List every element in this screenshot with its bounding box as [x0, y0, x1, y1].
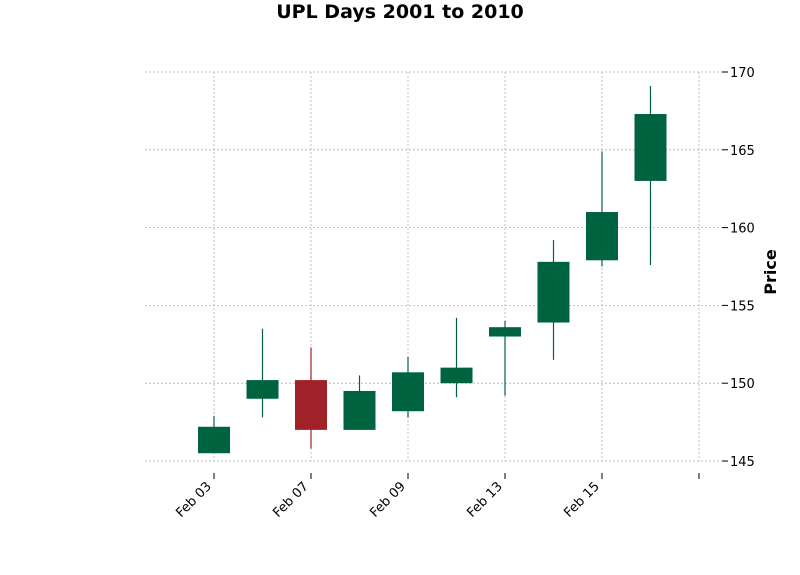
x-tick-label: Feb 15	[561, 479, 603, 521]
y-tick-label: 160	[730, 222, 755, 237]
candles	[198, 86, 667, 454]
candle-body-up	[586, 212, 618, 261]
candle-body-up	[489, 327, 521, 337]
y-tick-label: 150	[730, 377, 755, 392]
y-tick-label: 165	[730, 144, 755, 159]
candle-body-up	[246, 380, 279, 399]
x-tick-label: Feb 07	[270, 479, 312, 521]
y-axis: 145 150 155 160 165 170	[722, 66, 755, 470]
candle-body-up	[440, 367, 473, 384]
y-tick-label: 170	[730, 66, 755, 81]
grid-lines	[145, 71, 722, 462]
y-axis-label: Price	[761, 249, 780, 295]
y-tick-label: 145	[730, 455, 755, 470]
candle-body-up	[343, 390, 376, 430]
candle-body-up	[634, 114, 667, 181]
candle-body-up	[198, 426, 230, 454]
chart-title: UPL Days 2001 to 2010	[276, 1, 524, 23]
candle-body-up	[537, 261, 570, 323]
candle-body-up	[392, 372, 424, 412]
candle-body-down	[295, 380, 327, 430]
x-tick-label: Feb 03	[173, 479, 215, 521]
y-tick-label: 155	[730, 299, 755, 314]
x-tick-label: Feb 09	[367, 479, 409, 521]
x-tick-label: Feb 13	[464, 479, 506, 521]
x-axis: Feb 03 Feb 07 Feb 09 Feb 13 Feb 15	[173, 473, 700, 521]
